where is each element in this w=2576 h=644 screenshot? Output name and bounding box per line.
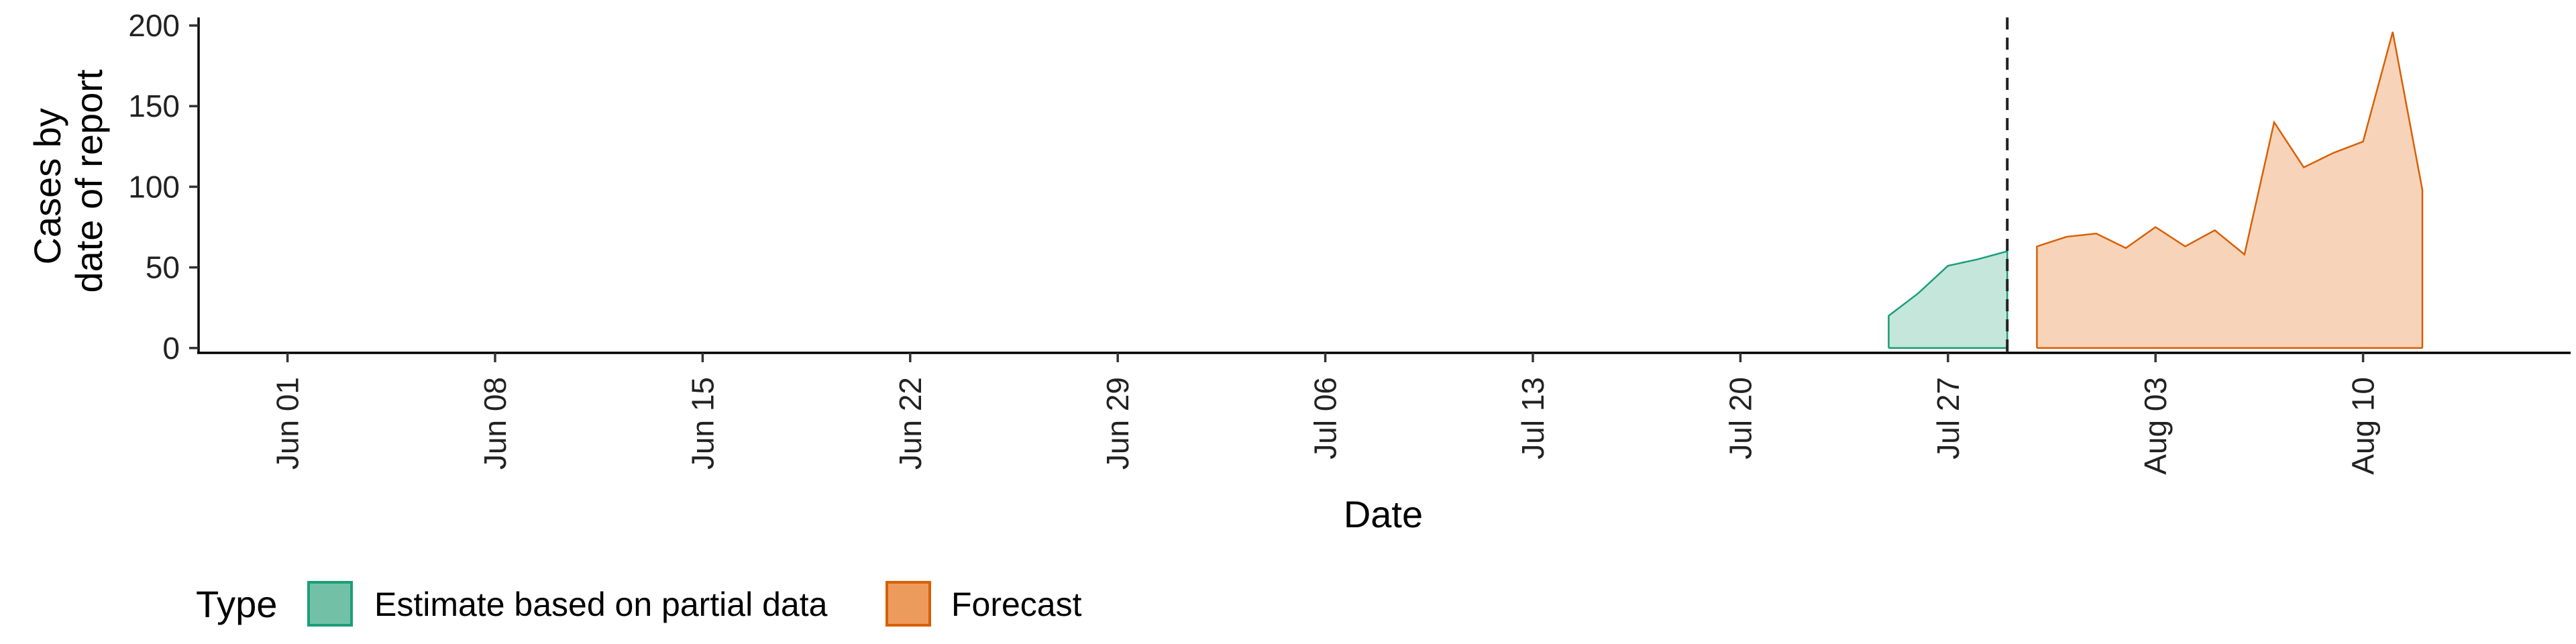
legend-title: Type	[196, 583, 277, 625]
legend-label-forecast: Forecast	[951, 586, 1082, 623]
x-tick-label-9: Aug 03	[2138, 377, 2173, 475]
y-axis-title: Cases by date of report	[26, 69, 110, 293]
y-tick-label-1: 50	[146, 250, 180, 285]
x-tick-label-1: Jun 08	[478, 377, 513, 470]
y-tick-label-3: 150	[128, 89, 180, 123]
series-line-1	[2036, 32, 2424, 348]
y-axis-ticks: 0 50 100 150 200	[128, 8, 199, 366]
legend-swatch-estimate	[307, 581, 353, 627]
y-tick-label-4: 200	[128, 8, 180, 43]
x-tick-label-3: Jun 22	[893, 377, 928, 470]
x-tick-label-10: Aug 10	[2346, 377, 2381, 475]
x-tick-label-4: Jun 29	[1100, 377, 1135, 470]
x-tick-label-7: Jul 20	[1723, 377, 1758, 460]
series-area-0	[1888, 251, 2008, 348]
x-tick-label-6: Jul 13	[1515, 377, 1550, 460]
x-tick-label-5: Jul 06	[1308, 377, 1343, 460]
series-areas	[1888, 32, 2424, 350]
x-tick-label-0: Jun 01	[270, 377, 305, 470]
y-tick-label-2: 100	[128, 169, 180, 204]
x-tick-label-2: Jun 15	[685, 377, 720, 470]
legend-label-estimate: Estimate based on partial data	[374, 586, 828, 623]
x-tick-label-8: Jul 27	[1931, 377, 1966, 460]
x-axis-title: Date	[1344, 493, 1423, 535]
series-area-1	[2037, 32, 2422, 348]
legend: Type Estimate based on partial data Fore…	[196, 581, 1082, 627]
x-axis-ticks: Jun 01 Jun 08 Jun 15 Jun 22 Jun 29 Jul 06 Jul …	[270, 353, 2381, 475]
legend-swatch-forecast	[885, 581, 931, 627]
y-tick-label-0: 0	[162, 331, 180, 366]
y-axis-title-line-1: Cases by	[26, 108, 68, 264]
y-axis-title-line-2: date of report	[68, 69, 110, 293]
